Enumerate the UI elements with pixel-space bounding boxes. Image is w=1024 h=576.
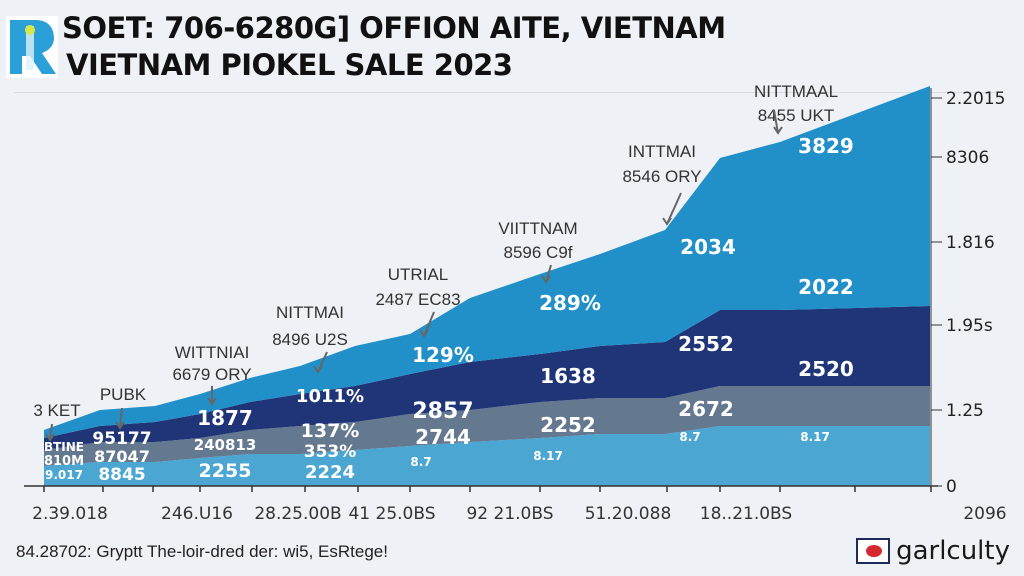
y-tick-label: 0 <box>946 477 957 497</box>
x-tick-label: 2.39.018 <box>32 504 108 524</box>
arrow-head-icon <box>773 126 783 135</box>
annotation-arrow-icon <box>49 423 53 441</box>
header-divider <box>14 92 996 93</box>
area-layer-top <box>44 86 930 438</box>
annotation-label: UTRIAL <box>388 265 448 284</box>
data-label: 2252 <box>540 413 596 437</box>
data-label: 95177 <box>92 429 151 449</box>
data-label: 2520 <box>798 357 854 381</box>
annotation-label: VIITTNAM <box>498 219 577 238</box>
data-label: 8.17 <box>533 449 563 463</box>
data-label: 1877 <box>197 406 253 430</box>
data-label: 240813 <box>194 436 257 454</box>
arrow-head-icon <box>419 329 429 338</box>
data-label: BTINE <box>44 440 84 454</box>
arrow-head-icon <box>115 421 125 430</box>
annotation-value: 6679 ORY <box>172 365 251 384</box>
annotation-value: 8496 U2S <box>272 330 348 349</box>
annotation-value: 2487 EC83 <box>375 290 460 309</box>
annotation-value: 8596 C9f <box>504 243 573 262</box>
annotation-arrow-icon <box>119 407 123 429</box>
arrow-head-icon <box>541 275 551 284</box>
arrow-head-icon <box>313 365 323 374</box>
x-tick-label: 41 25.0BS <box>348 504 435 524</box>
x-tick-label: 92 21.0BS <box>466 504 553 524</box>
y-tick-label: 1.816 <box>946 233 995 253</box>
arrow-head-icon <box>662 217 672 226</box>
data-label: 2672 <box>678 397 734 421</box>
data-label: 2022 <box>798 275 854 299</box>
area-layer-slate <box>44 386 930 466</box>
annotation-label: WITTNIAI <box>175 343 250 362</box>
annotation-label: NITTMAI <box>276 303 344 322</box>
x-tick-label: 51.20.088 <box>585 504 672 524</box>
title-line-1: SOET: 706-6280G] OFFION AITE, VIETNAM <box>62 11 726 45</box>
data-label: 9.017 <box>45 468 83 482</box>
brand: garlculty <box>856 536 1010 566</box>
annotation-label: NITTMAAL <box>754 82 838 101</box>
data-label: 289% <box>539 291 601 315</box>
y-tick-label: 2.2015 <box>946 89 1005 109</box>
title-line-2: VIETNAM PIOKEL SALE 2023 <box>66 48 513 82</box>
data-label: 8.7 <box>410 455 431 469</box>
x-tick-label: 28.25.00B <box>254 504 341 524</box>
x-tick-label: 18..21.0BS <box>700 504 792 524</box>
x-tick-label: 2096 <box>963 504 1006 524</box>
brand-name: garlculty <box>896 536 1010 566</box>
area-layer-base <box>44 426 930 486</box>
x-tick-label: 246.U16 <box>161 504 233 524</box>
data-label: 2744 <box>415 425 471 449</box>
data-label: 2224 <box>305 462 355 483</box>
data-label: 2255 <box>199 460 252 482</box>
footer-note: 84.28702: Gryptt The-loir-dred der: wi5,… <box>16 542 388 561</box>
data-label: 2552 <box>678 332 734 356</box>
arrow-head-icon <box>207 397 217 406</box>
y-tick-label: 8306 <box>946 148 989 168</box>
page-title: SOET: 706-6280G] OFFION AITE, VIETNAM VI… <box>62 10 726 84</box>
r-letter-logo-icon <box>6 16 58 78</box>
annotation-label: INTTMAI <box>628 142 696 161</box>
data-label: 3829 <box>798 134 854 158</box>
data-label: 2034 <box>680 235 736 259</box>
data-label: 1011% <box>296 386 364 407</box>
annotation-arrow-icon <box>773 109 779 134</box>
y-tick-label: 1.25 <box>946 401 984 421</box>
data-label: 8.7 <box>679 430 700 444</box>
annotation-label: 3 KET <box>33 401 80 420</box>
data-label: 8845 <box>98 465 145 485</box>
arrow-head-icon <box>45 433 55 442</box>
data-label: 8.17 <box>800 430 830 444</box>
annotation-value: 8455 UKT <box>758 106 835 125</box>
data-label: 87047 <box>94 447 150 466</box>
data-label: 129% <box>412 343 474 367</box>
data-label: 810M <box>44 454 84 469</box>
data-label: 353% <box>304 442 357 462</box>
data-label: 1638 <box>540 364 596 388</box>
area-layer-navy <box>44 306 930 450</box>
garlculty-logo-icon <box>856 538 891 564</box>
annotation-value: 8546 ORY <box>622 167 701 186</box>
y-tick-label: 1.95s <box>946 316 993 336</box>
annotation-label: PUBK <box>100 385 147 404</box>
data-label: 2857 <box>412 399 473 424</box>
data-label: 137% <box>301 420 360 442</box>
